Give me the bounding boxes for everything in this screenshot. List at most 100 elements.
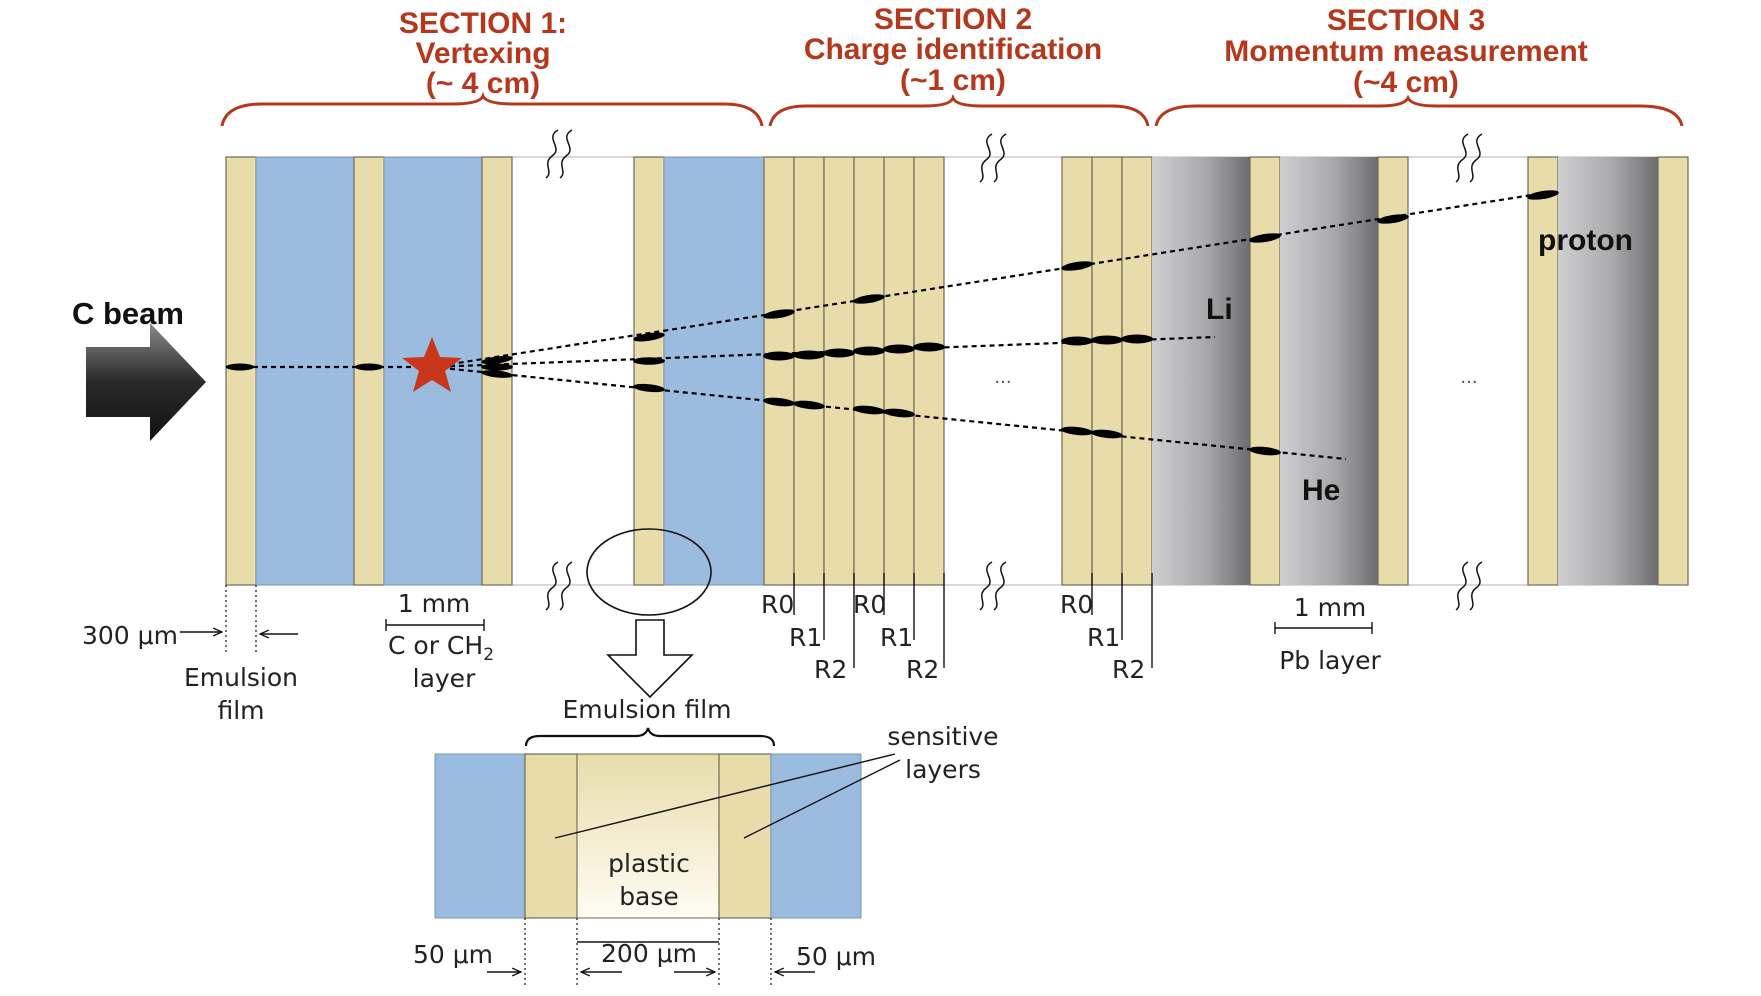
track-segment xyxy=(226,363,254,371)
track-segment xyxy=(1061,261,1093,271)
track-segment xyxy=(823,348,855,358)
track-segment xyxy=(1061,336,1093,346)
track-segment xyxy=(853,346,885,356)
detail-sensitive-left xyxy=(524,753,578,919)
track-segment xyxy=(763,397,795,407)
sensitive-pointer-right xyxy=(743,759,901,839)
target-material-label: C or CH2 xyxy=(388,631,494,665)
track-segments xyxy=(226,190,1559,456)
lead-layer-2 xyxy=(1280,157,1378,585)
target-layer-3 xyxy=(663,156,765,586)
sensitive-pointer-left xyxy=(554,753,896,839)
li-label: Li xyxy=(1206,293,1233,326)
target-scale-label: 1 mm xyxy=(398,589,471,618)
detail-brace xyxy=(524,727,776,747)
charge-film-5 xyxy=(883,156,915,586)
charge-film-3 xyxy=(823,156,855,586)
charge-film-9 xyxy=(1121,156,1153,586)
emulsion-film-label-2: film xyxy=(217,696,264,725)
track-segment xyxy=(481,355,513,365)
track-segment xyxy=(633,383,665,393)
break-mark xyxy=(979,561,993,611)
dim-right-label: 50 μm xyxy=(796,942,876,971)
plastic-label-2: base xyxy=(619,882,679,911)
sensitive-label-2: layers xyxy=(905,755,981,784)
break-mark xyxy=(993,561,1007,611)
track-segment xyxy=(481,370,513,378)
track-segment xyxy=(763,309,795,319)
track-segment xyxy=(1377,214,1409,224)
break-mark xyxy=(1455,561,1469,611)
he-label: He xyxy=(1302,474,1340,507)
down-arrow-icon xyxy=(606,619,694,699)
break-mark xyxy=(979,133,993,183)
break-mark xyxy=(545,129,559,179)
section-1-brace xyxy=(220,91,764,127)
section-2-brace xyxy=(768,93,1150,127)
beam-arrow-icon xyxy=(86,323,206,441)
momentum-film-3 xyxy=(1527,156,1559,586)
section-2-stack xyxy=(763,156,1153,586)
charge-film-6 xyxy=(913,156,945,586)
track-segment xyxy=(883,408,915,418)
charge-film-2 xyxy=(793,156,825,586)
gap-break-markers xyxy=(545,129,1483,611)
section-3-title: SECTION 3 Momentum measurement (~4 cm) xyxy=(1224,4,1587,99)
break-mark xyxy=(1469,133,1483,183)
section-2-size: (~1 cm) xyxy=(900,64,1006,97)
track-segment xyxy=(633,332,665,342)
break-mark xyxy=(559,129,573,179)
section-3-heading: SECTION 3 xyxy=(1327,4,1485,37)
track-segment xyxy=(883,344,915,354)
emulsion-film-4 xyxy=(633,156,665,586)
beam-label: C beam xyxy=(72,296,184,331)
emulsion-film-detail: Emulsion film plastic base sensitive lay… xyxy=(413,695,999,985)
break-mark xyxy=(993,133,1007,183)
target-layer-label: layer xyxy=(413,664,476,693)
readout-label: R1 xyxy=(789,623,822,652)
track-segment xyxy=(793,400,825,410)
track-segment xyxy=(481,363,513,371)
dim-left-label: 50 μm xyxy=(413,940,493,969)
pb-layer-label: Pb layer xyxy=(1279,646,1381,675)
proton-label: proton xyxy=(1538,224,1633,257)
detail-title: Emulsion film xyxy=(562,695,731,724)
track-segment xyxy=(1091,429,1123,439)
track-segment xyxy=(793,350,825,360)
ellipsis-section-2: ... xyxy=(994,367,1011,388)
section-1-title: SECTION 1: Vertexing (~ 4 cm) xyxy=(399,7,567,100)
film-thickness-label: 300 μm xyxy=(82,621,178,650)
lead-layer-1 xyxy=(1152,157,1250,585)
readout-label: R0 xyxy=(853,590,886,619)
charge-film-1 xyxy=(763,156,795,586)
proton-track xyxy=(431,191,1546,369)
momentum-film-1 xyxy=(1249,156,1281,586)
track-segment xyxy=(1061,426,1093,436)
track-segment xyxy=(1527,190,1559,200)
track-segment xyxy=(1249,233,1281,243)
track-segment xyxy=(1249,446,1281,456)
section-2-subtitle: Charge identification xyxy=(804,33,1102,66)
charge-film-8 xyxy=(1091,156,1123,586)
ellipsis-section-3: ... xyxy=(1460,367,1477,388)
section-1-heading: SECTION 1: xyxy=(399,7,567,40)
detail-sensitive-right xyxy=(718,753,772,919)
break-mark xyxy=(1469,561,1483,611)
readout-label: R1 xyxy=(1087,623,1120,652)
section-3-subtitle: Momentum measurement xyxy=(1224,35,1587,68)
target-layer-1 xyxy=(255,156,355,586)
readout-labels-group-1: R0 R1 R2 R0 R1 R2 xyxy=(761,573,945,684)
section-3-dimension-labels: 1 mm Pb layer xyxy=(1274,593,1382,675)
section-3-size: (~4 cm) xyxy=(1353,66,1459,99)
lead-layer-3 xyxy=(1558,157,1658,585)
track-segment xyxy=(1121,334,1153,344)
readout-label: R1 xyxy=(880,623,913,652)
readout-labels-group-2: R0 R1 R2 xyxy=(1060,573,1153,684)
momentum-film-2 xyxy=(1377,156,1409,586)
charge-film-7 xyxy=(1061,156,1093,586)
section-3-stack xyxy=(1152,156,1689,586)
dim-mid-label: 200 μm xyxy=(601,939,697,968)
emulsion-film-1 xyxy=(225,156,257,586)
detail-target-left xyxy=(434,753,526,919)
